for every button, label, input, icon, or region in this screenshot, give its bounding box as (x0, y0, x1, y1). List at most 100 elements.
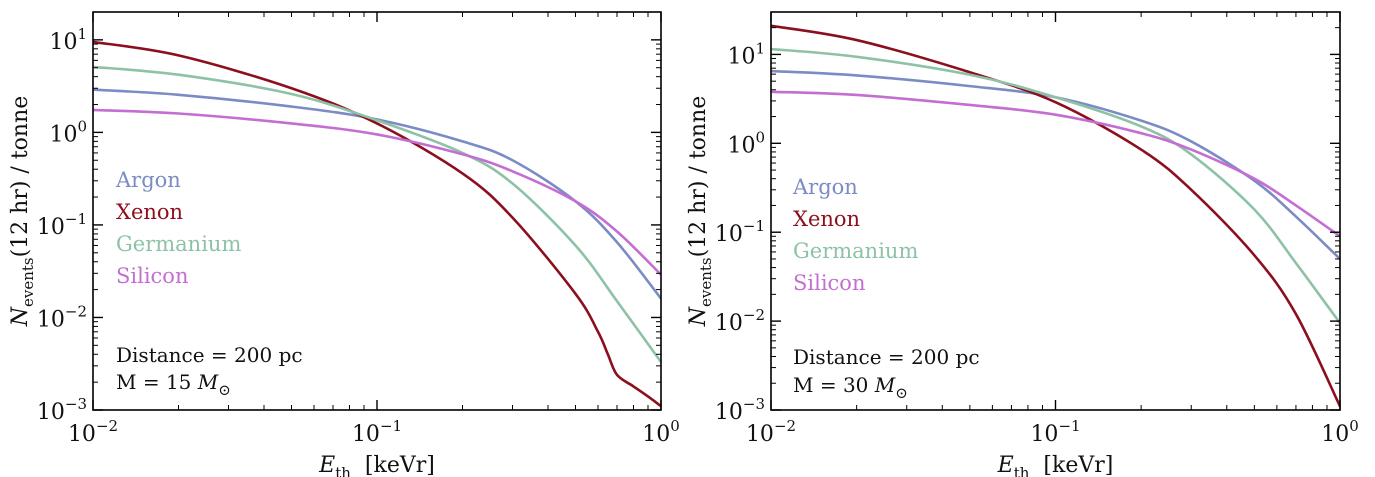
plot-area (771, 24, 1340, 407)
tick-exponent: −1 (743, 217, 765, 235)
x-axis-label-units: [keVr] (365, 453, 435, 477)
tick-exponent: 0 (77, 117, 87, 135)
tick-base: 10 (37, 400, 65, 425)
tick-exponent: −2 (743, 306, 765, 324)
tick-base: 10 (1321, 422, 1349, 447)
tick-base: 10 (68, 422, 96, 447)
tick-exponent: −2 (65, 302, 87, 320)
tick-base: 10 (715, 311, 743, 336)
legend-item-xenon: Xenon (793, 207, 860, 231)
tick-exponent: 1 (755, 39, 765, 57)
legend: Argon Xenon Germanium Silicon (115, 168, 241, 288)
legend-item-silicon: Silicon (793, 271, 865, 295)
x-axis-label-subscript: th (335, 464, 351, 477)
series-line-xenon (93, 40, 661, 408)
annotation: Distance = 200 pc M = 30 M⊙ (793, 345, 980, 402)
annotation-mass-subscript: ⊙ (895, 384, 908, 402)
tick-base: 10 (727, 44, 755, 69)
plot-area (93, 40, 661, 408)
annotation-mass-symbol: M (197, 370, 219, 394)
x-axis-label: Eth [keVr] (318, 453, 435, 477)
tick-exponent: −2 (774, 417, 796, 435)
legend-item-germanium: Germanium (793, 239, 918, 263)
annotation-distance: Distance = 200 pc (793, 345, 980, 369)
tick-exponent: 0 (670, 417, 680, 435)
tick-base: 10 (352, 422, 380, 447)
y-axis-label-subscript: events (19, 257, 37, 307)
tick-exponent: −2 (96, 417, 118, 435)
tick-exponent: −1 (1058, 417, 1080, 435)
x-axis-label: Eth [keVr] (997, 453, 1114, 477)
tick-base: 10 (49, 122, 77, 147)
tick-base: 10 (642, 422, 670, 447)
tick-exponent: −3 (65, 395, 87, 413)
x-tick-label: 10−1 (1030, 417, 1080, 447)
x-tick-label: 10−2 (746, 417, 796, 447)
y-tick-label: 10−3 (715, 395, 765, 425)
tick-exponent: −1 (380, 417, 402, 435)
series-line-silicon (771, 90, 1340, 238)
x-tick-label: 100 (642, 417, 680, 447)
tick-exponent: 0 (1349, 417, 1359, 435)
annotation-mass: M = 30 M⊙ (793, 373, 908, 402)
axis-ticks (770, 11, 1341, 411)
legend-item-silicon: Silicon (116, 264, 188, 288)
series-line-argon (771, 69, 1340, 260)
tick-base: 10 (715, 222, 743, 247)
x-axis-label-subscript: th (1014, 464, 1030, 477)
x-axis-label-symbol: E (318, 453, 335, 477)
tick-base: 10 (1030, 422, 1058, 447)
y-tick-label: 10−1 (715, 217, 765, 247)
tick-exponent: −1 (65, 210, 87, 228)
x-tick-label: 10−1 (352, 417, 402, 447)
axis-ticks (92, 11, 662, 411)
y-axis-label-symbol: N (8, 306, 33, 327)
legend-item-germanium: Germanium (116, 232, 241, 256)
y-tick-label: 100 (727, 128, 765, 158)
legend-item-argon: Argon (792, 175, 858, 199)
series-line-silicon (93, 108, 661, 276)
annotation-mass-value: M = 15 (116, 370, 198, 394)
annotation-mass: M = 15 M⊙ (116, 370, 231, 399)
annotation-mass-value: M = 30 (793, 373, 875, 397)
y-tick-label: 101 (727, 39, 765, 69)
legend-item-argon: Argon (115, 168, 181, 192)
tick-base: 10 (727, 133, 755, 158)
y-axis-label: Nevents(12 hr) / tonne (8, 96, 37, 328)
y-axis-label: Nevents(12 hr) / tonne (686, 96, 715, 328)
tick-base: 10 (37, 307, 65, 332)
annotation-mass-subscript: ⊙ (218, 381, 231, 399)
y-axis-label-rest: (12 hr) / tonne (686, 96, 711, 258)
y-axis-label-subscript: events (697, 257, 715, 307)
tick-base: 10 (49, 30, 77, 55)
annotation-mass-symbol: M (874, 373, 896, 397)
y-tick-label: 10−1 (37, 210, 87, 240)
legend-item-xenon: Xenon (116, 200, 183, 224)
y-axis-label-rest: (12 hr) / tonne (8, 96, 33, 258)
tick-base: 10 (746, 422, 774, 447)
tick-exponent: 1 (77, 25, 87, 43)
y-tick-label: 10−2 (37, 302, 87, 332)
tick-base: 10 (715, 400, 743, 425)
annotation-distance: Distance = 200 pc (116, 343, 303, 367)
legend: Argon Xenon Germanium Silicon (792, 175, 918, 295)
y-tick-label: 101 (49, 25, 87, 55)
x-axis-label-units: [keVr] (1043, 453, 1113, 477)
tick-exponent: 0 (755, 128, 765, 146)
y-axis-label-symbol: N (686, 306, 711, 327)
y-tick-label: 10−2 (715, 306, 765, 336)
tick-base: 10 (37, 215, 65, 240)
series-line-germanium (93, 65, 661, 363)
y-tick-label: 10−3 (37, 395, 87, 425)
series-line-germanium (771, 47, 1340, 324)
series-line-xenon (771, 24, 1340, 407)
series-line-argon (93, 88, 661, 300)
x-tick-label: 100 (1321, 417, 1359, 447)
annotation: Distance = 200 pc M = 15 M⊙ (116, 343, 303, 399)
x-axis-label-symbol: E (997, 453, 1014, 477)
y-tick-label: 100 (49, 117, 87, 147)
x-tick-label: 10−2 (68, 417, 118, 447)
